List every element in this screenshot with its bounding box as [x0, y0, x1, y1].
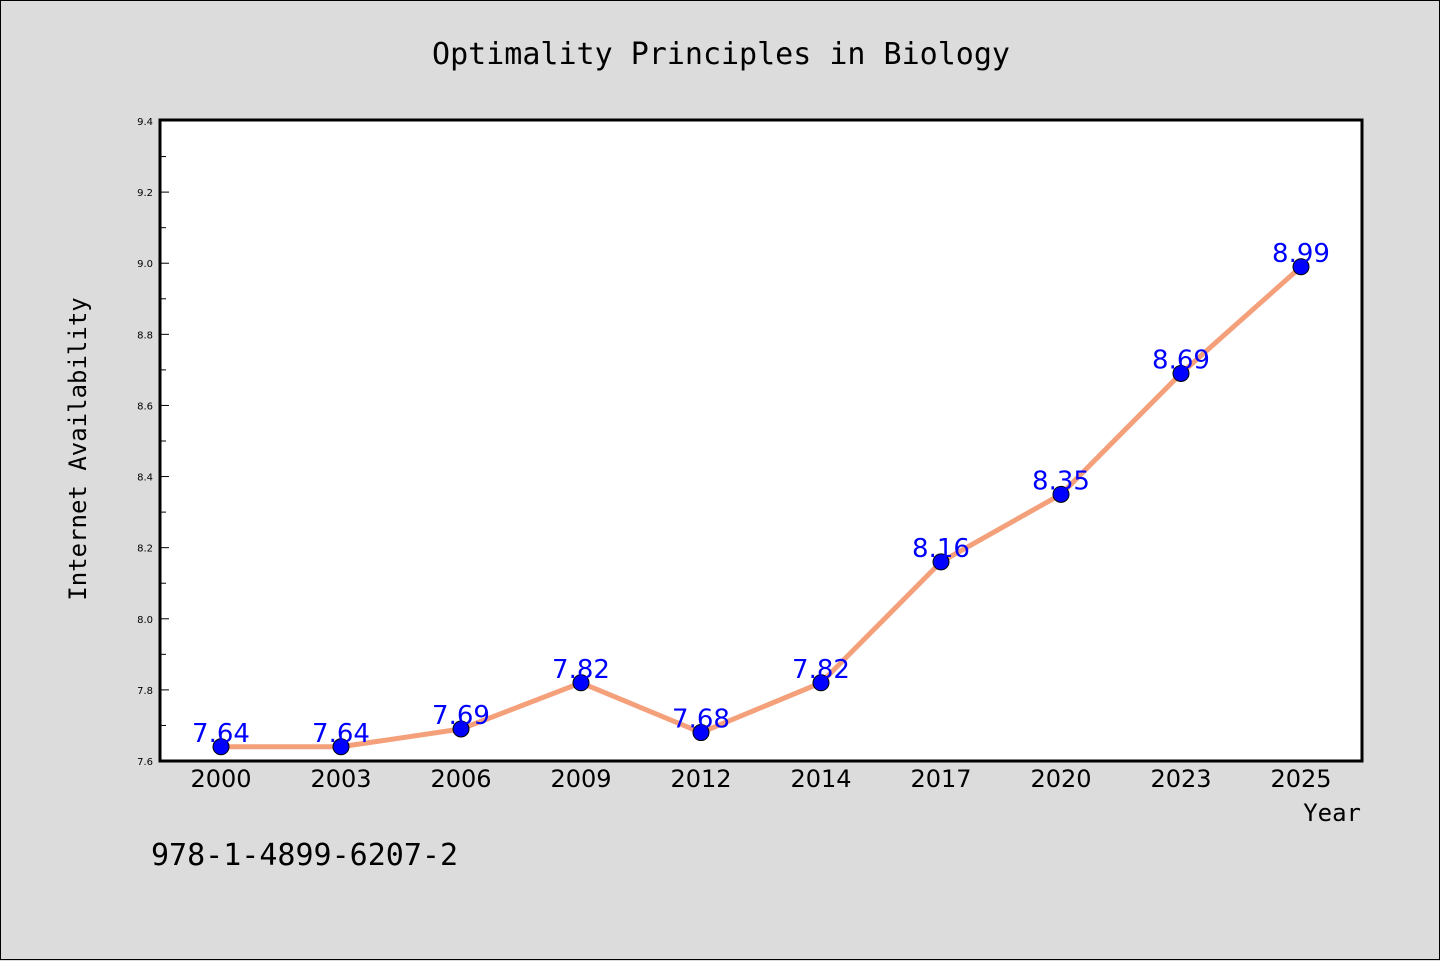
data-label: 7.82 — [552, 655, 610, 685]
x-tick-label: 2014 — [790, 765, 851, 793]
data-point — [812, 674, 830, 692]
data-point — [212, 738, 230, 756]
x-tick-label: 2023 — [1150, 765, 1211, 793]
x-axis-title: Year — [1303, 799, 1361, 827]
y-tick-label: 9.4 — [137, 117, 153, 128]
y-tick-label: 8.2 — [137, 544, 153, 555]
data-label: 7.64 — [192, 719, 250, 749]
data-label: 8.35 — [1032, 466, 1090, 496]
x-tick-label: 2025 — [1270, 765, 1331, 793]
data-label: 8.99 — [1272, 239, 1330, 269]
data-label: 8.16 — [912, 534, 970, 564]
data-point — [1292, 258, 1310, 276]
data-point — [1052, 485, 1070, 503]
y-tick-label: 9.2 — [137, 188, 153, 199]
y-tick-label: 7.6 — [137, 757, 153, 768]
data-label: 7.68 — [672, 705, 730, 735]
data-point — [332, 738, 350, 756]
series-line — [218, 264, 1304, 750]
x-tick-label: 2003 — [310, 765, 371, 793]
x-tick-label: 2012 — [670, 765, 731, 793]
series-markers — [212, 258, 1310, 756]
y-tick-label: 8.0 — [137, 615, 153, 626]
y-tick-label: 8.4 — [137, 473, 153, 484]
x-tick-label: 2006 — [430, 765, 491, 793]
chart-title: Optimality Principles in Biology — [432, 37, 1010, 72]
x-tick-label: 2000 — [190, 765, 251, 793]
y-tick-label: 9.0 — [137, 259, 153, 270]
y-tick-label: 8.6 — [137, 401, 153, 412]
y-tick-label: 8.8 — [137, 330, 153, 341]
footnote: 978-1-4899-6207-2 — [151, 838, 458, 873]
x-tick-label: 2020 — [1030, 765, 1091, 793]
data-point — [932, 553, 950, 571]
y-axis: 7.6 7.8 8.0 8.2 8.4 8.6 8.8 9.0 9.2 9.4 — [137, 117, 169, 768]
data-label: 7.69 — [432, 701, 490, 731]
data-labels: 7.64 7.64 7.69 7.82 7.68 7.82 8.16 8.35 8.69 8.99 — [192, 239, 1330, 749]
data-point — [692, 724, 710, 742]
plot-area — [158, 118, 1364, 763]
data-label: 7.64 — [312, 719, 370, 749]
x-tick-label: 2009 — [550, 765, 611, 793]
data-point — [572, 674, 590, 692]
y-axis-title: Internet Availability — [64, 297, 92, 600]
x-axis: 2000 2003 2006 2009 2012 2014 2017 2020 2023 2025 — [190, 765, 1331, 793]
data-label: 7.82 — [792, 655, 850, 685]
data-label: 8.69 — [1152, 345, 1210, 375]
y-tick-label: 7.8 — [137, 686, 153, 697]
data-point — [1172, 364, 1190, 382]
data-point — [452, 720, 470, 738]
series-line-path — [218, 264, 1304, 750]
x-tick-label: 2017 — [910, 765, 971, 793]
